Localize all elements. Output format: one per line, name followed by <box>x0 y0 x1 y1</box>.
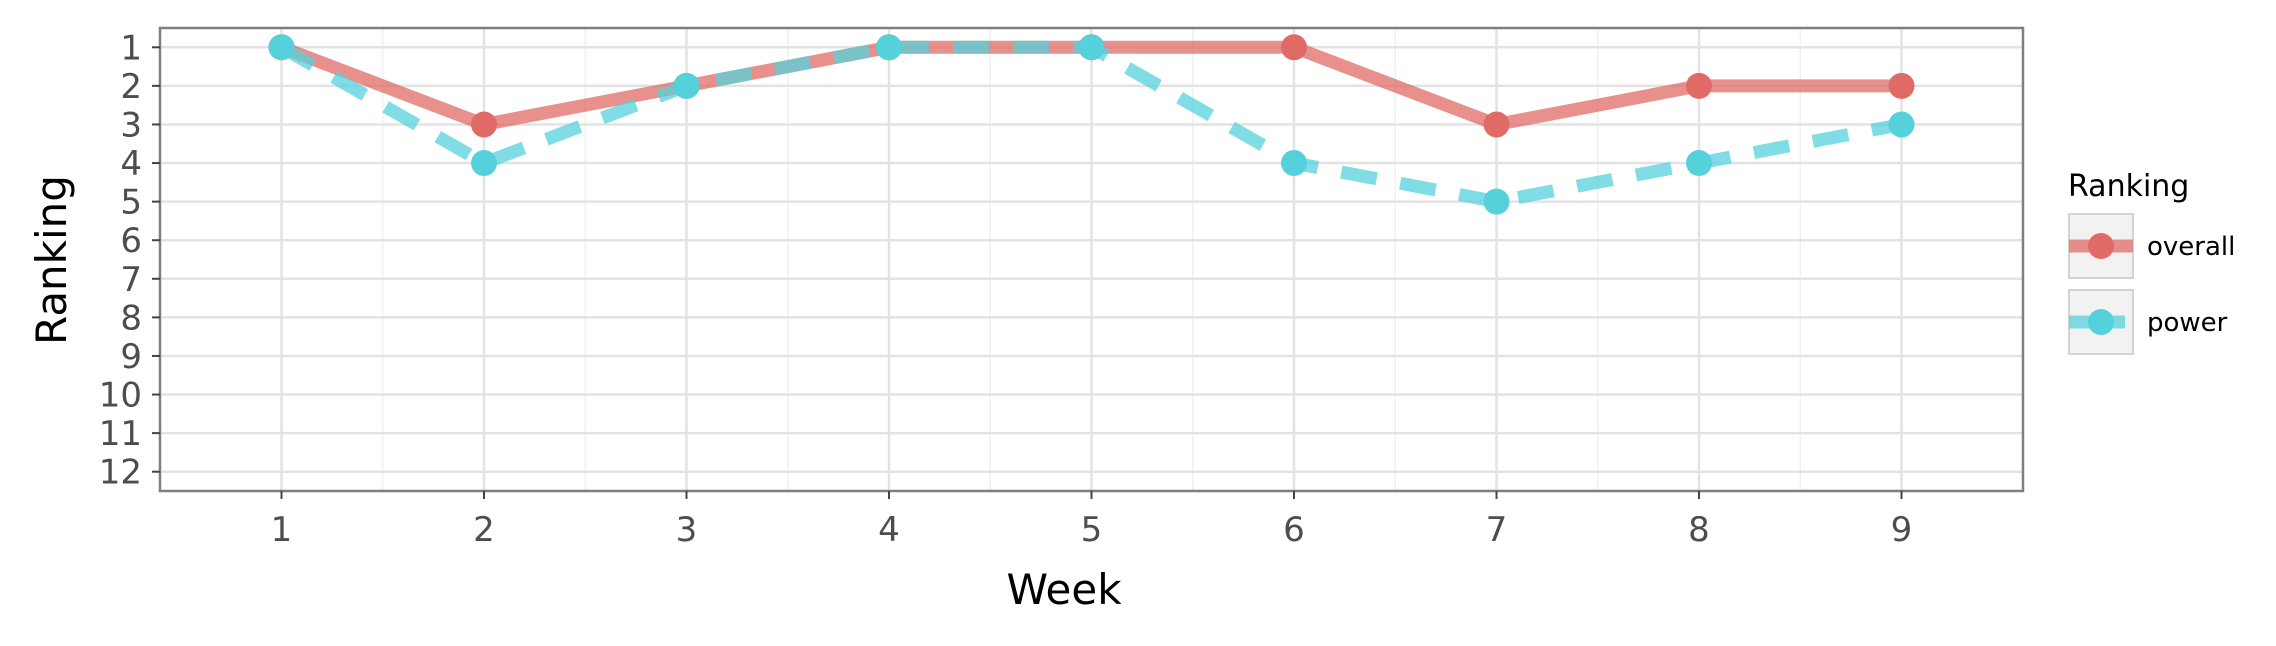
data-point-power <box>673 72 700 99</box>
data-point-overall <box>1686 72 1712 99</box>
data-point-overall <box>1483 111 1510 138</box>
legend-title: Ranking <box>2068 169 2189 204</box>
x-axis-title: Week <box>1006 565 1122 614</box>
legend: Ranking overall power <box>2068 169 2235 355</box>
legend-label-overall: overall <box>2147 232 2235 262</box>
y-tick-label: 1 <box>120 28 142 68</box>
data-point-power <box>1686 150 1712 177</box>
data-point-power <box>268 34 295 61</box>
data-point-overall <box>1888 72 1915 99</box>
y-tick-label: 7 <box>120 260 142 300</box>
y-axis-title: Ranking <box>27 175 76 345</box>
point-layer <box>268 34 1915 215</box>
x-tick-label: 7 <box>1486 510 1508 550</box>
legend-marker-power <box>2088 309 2114 335</box>
data-point-overall <box>471 111 497 138</box>
y-tick-label: 3 <box>120 105 142 145</box>
x-tick-label: 1 <box>271 510 293 550</box>
x-tick-label: 2 <box>473 510 495 550</box>
x-tick-label: 5 <box>1081 510 1103 550</box>
y-tick-label: 6 <box>120 221 142 261</box>
data-point-power <box>1281 150 1307 177</box>
x-tick-label: 8 <box>1688 510 1710 550</box>
y-tick-label: 8 <box>120 298 142 338</box>
data-point-power <box>876 34 902 61</box>
legend-marker-overall <box>2088 233 2114 259</box>
data-point-power <box>1078 34 1105 61</box>
data-point-overall <box>1281 34 1307 61</box>
x-tick-label: 3 <box>676 510 698 550</box>
x-tick-label: 4 <box>878 510 900 550</box>
legend-label-power: power <box>2147 308 2228 338</box>
y-tick-label: 11 <box>99 414 142 454</box>
data-point-power <box>1483 188 1510 215</box>
data-point-power <box>471 150 497 177</box>
y-tick-label: 2 <box>120 67 142 107</box>
y-tick-label: 12 <box>99 453 142 493</box>
x-tick-label: 9 <box>1891 510 1913 550</box>
data-point-power <box>1888 111 1915 138</box>
y-tick-label: 10 <box>99 376 142 416</box>
y-tick-label: 5 <box>120 183 142 223</box>
y-tick-label: 4 <box>120 144 142 184</box>
x-tick-label: 6 <box>1283 510 1305 550</box>
y-tick-label: 9 <box>120 337 142 377</box>
